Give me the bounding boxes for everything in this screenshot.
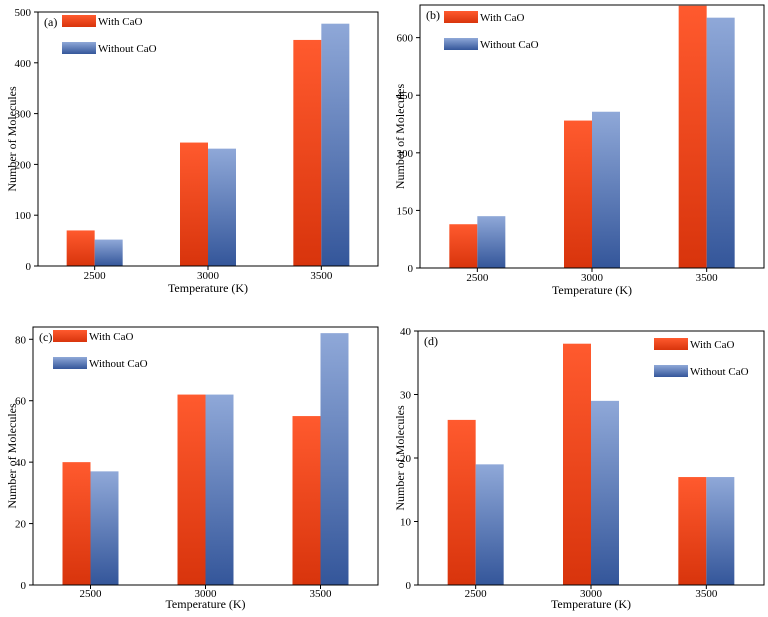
bar-with-cao-2500 [447, 419, 476, 585]
legend-label-without-cao: Without CaO [89, 358, 148, 370]
x-tick-label: 2500 [466, 272, 489, 284]
bar-without-cao-2500 [90, 471, 119, 585]
bar-without-cao-3500 [320, 333, 349, 585]
bar-with-cao-3000 [177, 394, 206, 585]
chart-panel-3: 0 20 40 60 80 2500 3000 3500 Temperature (K) Numb… [5, 326, 379, 611]
y-tick-label: 300 [397, 148, 414, 160]
y-tick-label: 40 [15, 457, 27, 469]
y-tick-label: 150 [397, 205, 414, 217]
legend-label-with-cao: With CaO [690, 339, 735, 351]
bar-with-cao-2500 [449, 224, 478, 268]
x-tick-label: 3000 [581, 272, 604, 284]
bar-without-cao-2500 [94, 239, 123, 266]
y-tick-label: 0 [26, 261, 32, 273]
y-tick-label: 0 [406, 580, 412, 592]
chart-panel-1: 0 100 200 300 400 500 2500 3000 3500 Temperature … [5, 7, 379, 295]
legend-swatch-without-cao [53, 357, 87, 369]
legend-swatch-with-cao [62, 15, 96, 27]
y-tick-label: 600 [397, 33, 414, 45]
y-axis-label: Number of Molecules [5, 403, 19, 509]
y-tick-label: 80 [15, 334, 27, 346]
y-tick-label: 30 [400, 390, 412, 402]
panel-label: (d) [424, 334, 438, 348]
bar-with-cao-3500 [678, 5, 707, 268]
legend-label-with-cao: With CaO [89, 331, 134, 343]
y-tick-label: 60 [15, 396, 27, 408]
x-tick-label: 2500 [84, 270, 107, 282]
bar-without-cao-3000 [205, 394, 234, 585]
legend-swatch-with-cao [53, 330, 87, 342]
legend-label-without-cao: Without CaO [98, 43, 157, 55]
x-tick-label: 2500 [80, 588, 103, 600]
y-tick-label: 0 [408, 263, 414, 275]
panel-label: (b) [426, 8, 440, 22]
bar-with-cao-2500 [62, 462, 91, 585]
y-axis-label: Number of Molecules [393, 405, 407, 511]
bar-without-cao-3000 [591, 400, 619, 585]
legend-swatch-without-cao [62, 42, 96, 54]
y-tick-label: 100 [15, 210, 32, 222]
legend-swatch-with-cao [444, 11, 478, 23]
bar-without-cao-3500 [321, 23, 350, 266]
legend-label-with-cao: With CaO [480, 12, 525, 24]
bar-with-cao-3500 [293, 39, 322, 266]
bar-with-cao-3000 [180, 142, 208, 266]
x-axis-label: Temperature (K) [551, 597, 631, 611]
y-tick-label: 20 [400, 453, 412, 465]
y-tick-label: 500 [15, 7, 32, 19]
bar-without-cao-3000 [592, 111, 620, 268]
y-tick-label: 20 [15, 519, 27, 531]
legend-label-without-cao: Without CaO [690, 366, 749, 378]
y-tick-label: 400 [15, 58, 32, 70]
x-axis-label: Temperature (K) [168, 281, 248, 295]
legend-swatch-with-cao [654, 338, 688, 350]
x-tick-label: 3000 [197, 270, 220, 282]
x-tick-label: 3000 [580, 588, 603, 600]
x-tick-label: 3500 [696, 272, 719, 284]
y-axis-label: Number of Molecules [5, 86, 19, 192]
bar-with-cao-3000 [564, 120, 592, 268]
legend-label-with-cao: With CaO [98, 16, 143, 28]
panel-label: (a) [44, 15, 57, 29]
panel-label: (c) [39, 330, 52, 344]
bar-with-cao-3500 [292, 416, 321, 585]
x-tick-label: 3500 [310, 270, 333, 282]
chart-panel-2: 0 150 300 450 600 2500 3000 3500 Temperature (K)… [393, 4, 765, 297]
x-tick-label: 3500 [695, 588, 718, 600]
bar-without-cao-3500 [706, 477, 735, 585]
x-axis-label: Temperature (K) [552, 283, 632, 297]
y-tick-label: 0 [21, 580, 27, 592]
bar-with-cao-3500 [678, 477, 707, 585]
y-tick-label: 450 [397, 90, 414, 102]
x-tick-label: 3000 [195, 588, 218, 600]
y-tick-label: 40 [400, 326, 412, 338]
legend-swatch-without-cao [444, 38, 478, 50]
y-axis-label: Number of Molecules [393, 84, 407, 190]
bar-with-cao-3000 [563, 343, 591, 585]
y-tick-label: 300 [15, 109, 32, 121]
x-tick-label: 3500 [310, 588, 333, 600]
bar-without-cao-2500 [475, 464, 504, 585]
legend-swatch-without-cao [654, 365, 688, 377]
bar-without-cao-3000 [208, 148, 236, 266]
legend-label-without-cao: Without CaO [480, 39, 539, 51]
chart-panel-4: 0 10 20 30 40 2500 3000 3500 Temperature (K) Numb… [393, 326, 765, 611]
y-tick-label: 10 [400, 517, 412, 529]
bar-without-cao-2500 [477, 216, 506, 268]
y-tick-label: 200 [15, 159, 32, 171]
x-axis-label: Temperature (K) [165, 597, 245, 611]
bar-with-cao-2500 [66, 230, 95, 266]
x-tick-label: 2500 [465, 588, 488, 600]
bar-without-cao-3500 [706, 17, 735, 268]
